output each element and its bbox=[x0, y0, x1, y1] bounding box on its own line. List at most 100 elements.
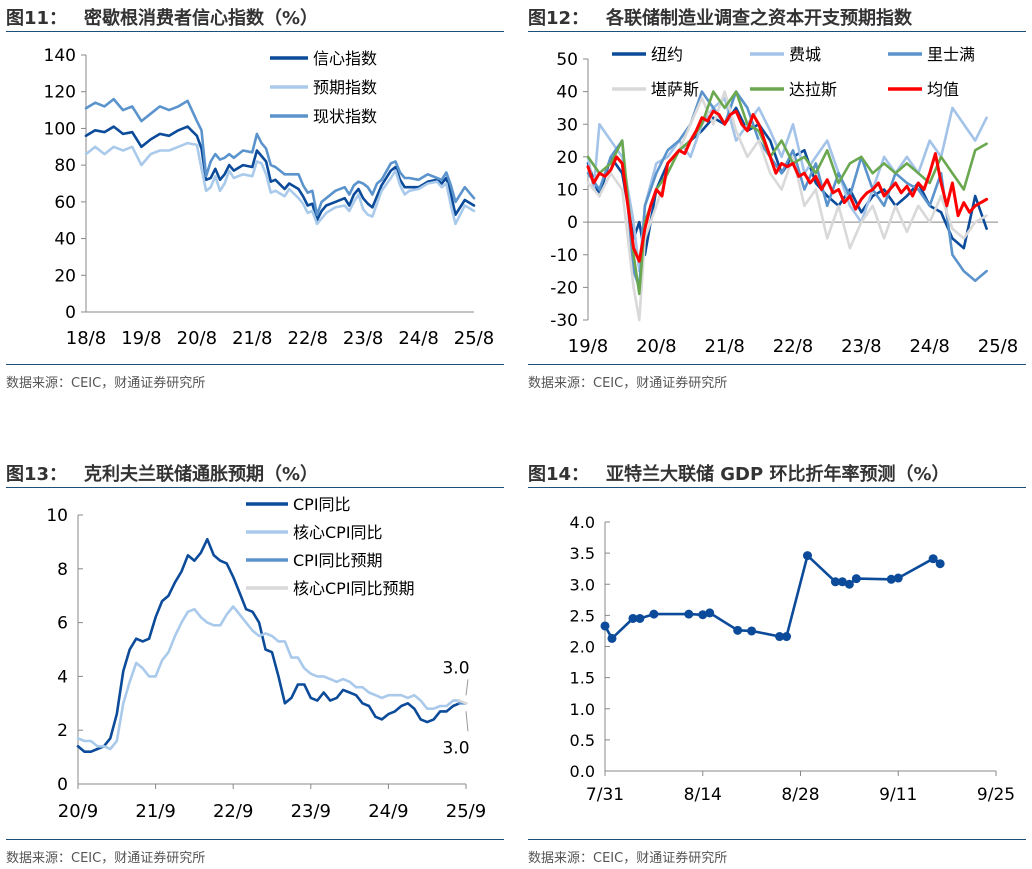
y-tick-label: -20 bbox=[550, 278, 578, 298]
x-tick-label: 24/9 bbox=[368, 801, 408, 822]
x-tick-label: 22/9 bbox=[213, 801, 253, 822]
chart-title: 图14： 亚特兰大联储 GDP 环比折年率预测（%） bbox=[528, 464, 950, 485]
series-line-预期指数 bbox=[84, 141, 476, 226]
data-point bbox=[649, 609, 659, 619]
data-point bbox=[635, 613, 645, 623]
y-tick-label: 10 bbox=[556, 181, 578, 201]
series-line-堪萨斯 bbox=[586, 90, 988, 322]
x-tick-label: 23/9 bbox=[291, 801, 331, 822]
y-tick-label: 4 bbox=[57, 667, 68, 687]
series-line-CPI同比 bbox=[76, 537, 461, 754]
legend-label: 预期指数 bbox=[313, 78, 377, 97]
chart-panel-fig11: 图11： 密歇根消费者信心指数（%） 0 20 40 60 80 100 120 140 18/8… bbox=[6, 4, 504, 404]
x-tick-label: 25/8 bbox=[454, 328, 494, 349]
chart-source: 数据来源：CEIC，财通证券研究所 bbox=[528, 376, 728, 391]
legend-label: CPI同比预期 bbox=[293, 551, 383, 570]
y-tick-label: 0.5 bbox=[570, 731, 595, 750]
data-point bbox=[837, 577, 847, 587]
y-tick-label: 0 bbox=[567, 213, 578, 233]
series-line-GDPNow bbox=[603, 554, 942, 640]
y-tick-label: 40 bbox=[54, 230, 76, 250]
legend-label: 均值 bbox=[927, 80, 959, 99]
legend-label: 达拉斯 bbox=[789, 80, 837, 99]
y-tick-label: 0.0 bbox=[570, 762, 595, 781]
annotation-label: 3.0 bbox=[442, 658, 469, 678]
series-line-信心指数 bbox=[84, 125, 476, 222]
data-point bbox=[935, 559, 945, 569]
chart-title: 图13： 克利夫兰联储通胀预期（%） bbox=[6, 464, 319, 485]
data-point bbox=[775, 632, 785, 642]
y-tick-label: -30 bbox=[550, 311, 578, 331]
x-tick-label: 24/8 bbox=[398, 328, 438, 349]
chart-svg: 0.0 0.5 1.0 1.5 2.0 2.5 3.0 3.5 4.0 7/31 8/14 8/28 9… bbox=[570, 513, 1016, 805]
data-point bbox=[698, 610, 708, 620]
x-tick-label: 8/28 bbox=[781, 785, 819, 805]
chart-source: 数据来源：CEIC，财通证券研究所 bbox=[528, 851, 728, 866]
legend-label: 费城 bbox=[789, 45, 821, 64]
chart-source: 数据来源：CEIC，财通证券研究所 bbox=[6, 376, 206, 391]
series-line-核心CPI同比预期 bbox=[458, 699, 468, 705]
x-tick-label: 7/31 bbox=[586, 785, 624, 805]
annotation-leader bbox=[465, 711, 469, 732]
y-tick-label: 0 bbox=[65, 303, 76, 323]
y-tick-label: 2.5 bbox=[570, 606, 595, 625]
legend-label: 现状指数 bbox=[313, 107, 377, 126]
x-tick-label: 20/8 bbox=[177, 328, 217, 349]
y-tick-label: 2 bbox=[57, 721, 68, 741]
y-tick-label: 30 bbox=[556, 115, 578, 135]
data-point bbox=[851, 574, 861, 584]
y-tick-label: 140 bbox=[44, 46, 76, 66]
y-tick-label: 60 bbox=[54, 193, 76, 213]
y-tick-label: 100 bbox=[44, 119, 76, 139]
y-tick-label: 50 bbox=[556, 50, 578, 70]
data-point bbox=[733, 625, 743, 635]
x-tick-label: 18/8 bbox=[66, 328, 106, 349]
x-tick-label: 24/8 bbox=[909, 336, 949, 357]
y-tick-label: 10 bbox=[46, 506, 68, 526]
x-tick-label: 19/8 bbox=[121, 328, 161, 349]
data-point bbox=[782, 632, 792, 642]
x-tick-label: 21/9 bbox=[135, 801, 175, 822]
data-point bbox=[886, 574, 896, 584]
legend-label: 核心CPI同比 bbox=[293, 523, 383, 542]
annotation-leader bbox=[465, 679, 469, 696]
legend-label: 纽约 bbox=[651, 45, 683, 64]
x-tick-label: 22/8 bbox=[288, 328, 328, 349]
y-tick-label: 0 bbox=[57, 775, 68, 795]
y-tick-label: 40 bbox=[556, 83, 578, 103]
y-tick-label: 20 bbox=[54, 266, 76, 286]
legend-label: 里士满 bbox=[927, 45, 975, 64]
data-point bbox=[893, 573, 903, 583]
series-line-里士满 bbox=[586, 90, 988, 289]
chart-panel-fig12: 图12： 各联储制造业调查之资本开支预期指数 -30 -20 -10 0 10 20 30 40… bbox=[528, 4, 1026, 404]
x-tick-label: 8/14 bbox=[684, 785, 722, 805]
x-tick-label: 21/8 bbox=[704, 336, 744, 357]
data-point bbox=[705, 608, 715, 618]
data-point bbox=[844, 579, 854, 589]
x-tick-label: 22/8 bbox=[773, 336, 813, 357]
legend-label: CPI同比 bbox=[293, 495, 351, 514]
chart-panel-fig14: 图14： 亚特兰大联储 GDP 环比折年率预测（%） 0.0 0.5 1.0 1.5 2.… bbox=[528, 460, 1026, 866]
data-point bbox=[928, 554, 938, 564]
series-line-现状指数 bbox=[84, 97, 476, 216]
chart-panel-fig13: 图13： 克利夫兰联储通胀预期（%） 0 2 4 6 8 10 20/9 21/9 22/9 23/… bbox=[6, 460, 504, 866]
legend-label: 堪萨斯 bbox=[651, 80, 699, 99]
x-tick-label: 20/9 bbox=[58, 801, 98, 822]
y-tick-label: 80 bbox=[54, 156, 76, 176]
y-tick-label: 8 bbox=[57, 560, 68, 580]
chart-source: 数据来源：CEIC，财通证券研究所 bbox=[6, 851, 206, 866]
legend-label: 信心指数 bbox=[313, 49, 377, 68]
legend-label: 核心CPI同比预期 bbox=[293, 579, 415, 598]
y-tick-label: 120 bbox=[44, 83, 76, 103]
y-tick-label: 3.0 bbox=[570, 575, 595, 594]
y-tick-label: -10 bbox=[550, 246, 578, 266]
data-point bbox=[830, 577, 840, 587]
y-tick-label: 20 bbox=[556, 148, 578, 168]
y-tick-label: 4.0 bbox=[570, 513, 595, 532]
x-tick-label: 21/8 bbox=[232, 328, 272, 349]
chart-title: 图12： 各联储制造业调查之资本开支预期指数 bbox=[528, 8, 912, 29]
data-point bbox=[600, 621, 610, 631]
data-point bbox=[747, 626, 757, 636]
x-tick-label: 20/8 bbox=[636, 336, 676, 357]
x-tick-label: 9/11 bbox=[879, 785, 917, 805]
